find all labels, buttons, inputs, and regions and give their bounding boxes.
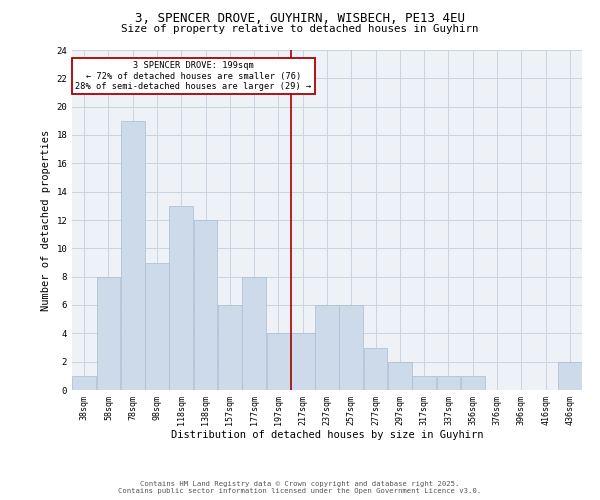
Text: Contains HM Land Registry data © Crown copyright and database right 2025.
Contai: Contains HM Land Registry data © Crown c… (118, 481, 482, 494)
Bar (558, 362, 582, 390)
Text: Size of property relative to detached houses in Guyhirn: Size of property relative to detached ho… (121, 24, 479, 34)
Bar (194, 220, 217, 390)
Y-axis label: Number of detached properties: Number of detached properties (41, 130, 51, 310)
Bar (315, 305, 339, 390)
Bar (388, 362, 412, 390)
X-axis label: Distribution of detached houses by size in Guyhirn: Distribution of detached houses by size … (171, 430, 483, 440)
Bar (437, 376, 460, 390)
Bar (364, 348, 388, 390)
Bar (121, 121, 145, 390)
Text: 3 SPENCER DROVE: 199sqm
← 72% of detached houses are smaller (76)
28% of semi-de: 3 SPENCER DROVE: 199sqm ← 72% of detache… (76, 62, 311, 91)
Text: 3, SPENCER DROVE, GUYHIRN, WISBECH, PE13 4EU: 3, SPENCER DROVE, GUYHIRN, WISBECH, PE13… (135, 12, 465, 26)
Bar (412, 376, 436, 390)
Bar (242, 276, 266, 390)
Bar (461, 376, 485, 390)
Bar (72, 376, 96, 390)
Bar (266, 334, 290, 390)
Bar (340, 305, 363, 390)
Bar (97, 276, 121, 390)
Bar (291, 334, 314, 390)
Bar (145, 262, 169, 390)
Bar (169, 206, 193, 390)
Bar (218, 305, 242, 390)
